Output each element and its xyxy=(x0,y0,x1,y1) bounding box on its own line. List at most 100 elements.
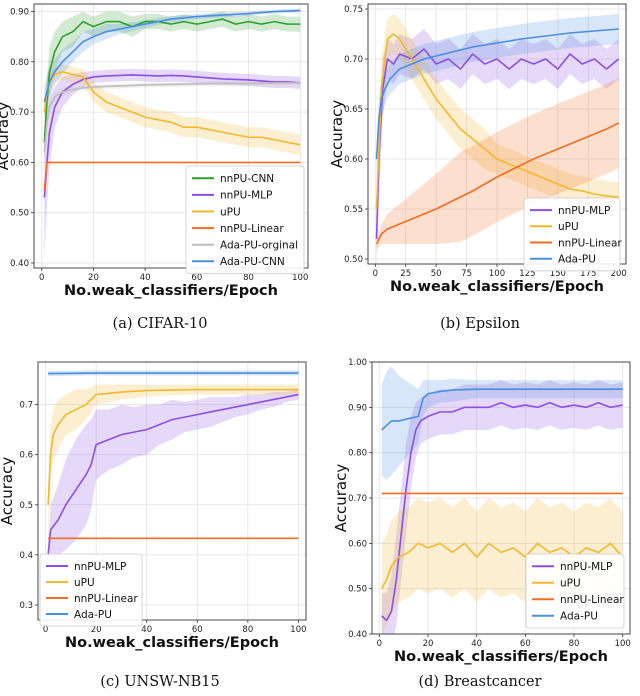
chart-svg-epsilon: 0 25 50 75 100 125 150 175 200 0.50 0.55 0.60 0.65 0.… xyxy=(328,3,627,295)
series-line-ada-pu xyxy=(381,388,623,431)
y-tick-label: 0.90 xyxy=(10,8,29,18)
y-tick-label: 0.7 xyxy=(19,401,33,411)
caption-epsilon: (b) Epsilon xyxy=(440,316,520,332)
series-line-nnpu-mlp xyxy=(381,401,623,622)
x-tick-label: 60 xyxy=(192,625,203,635)
x-tick-label: 80 xyxy=(242,625,253,635)
x-tick-label: 40 xyxy=(471,639,482,649)
legend-label-nnpu-mlp: nnPU-MLP xyxy=(560,561,612,573)
x-tick-label: 100 xyxy=(489,269,505,279)
y-tick-label: 0.40 xyxy=(348,630,367,640)
x-tick-label: 80 xyxy=(243,273,254,283)
x-tick-label: 40 xyxy=(140,273,151,283)
x-tick-label: 0 xyxy=(373,269,378,279)
x-tick-label: 80 xyxy=(569,639,580,649)
series-line-nnpu-linear xyxy=(43,161,301,191)
x-tick-label: 20 xyxy=(423,639,434,649)
caption-unsw: (c) UNSW-NB15 xyxy=(100,674,220,690)
caption-cifar: (a) CIFAR-10 xyxy=(112,316,208,332)
band-ada-pu-orginal xyxy=(44,80,301,163)
legend-label-nnpu-linear: nnPU-Linear xyxy=(560,594,624,606)
x-tick-label: 40 xyxy=(141,625,152,635)
series-line-nnpu-mlp xyxy=(43,74,301,198)
band-upu xyxy=(48,384,299,530)
legend-box-unsw xyxy=(39,553,143,627)
x-axis-label: No.weak_classifiers/Epoch xyxy=(64,283,278,299)
series-line-ada-pu-cnn xyxy=(43,9,301,103)
band-nnpu-mlp xyxy=(376,29,619,264)
chart-panel-epsilon: 0 25 50 75 100 125 150 175 200 0.50 0.55 0.60 0.65 0.… xyxy=(320,0,640,348)
legend-box-epsilon xyxy=(523,197,621,272)
x-axis-label: No.weak_classifiers/Epoch xyxy=(390,279,604,295)
band-upu xyxy=(381,498,623,634)
band-upu xyxy=(376,14,619,239)
x-tick-label: 100 xyxy=(292,273,308,283)
y-tick-label: 0.50 xyxy=(348,585,367,595)
x-tick-label: 20 xyxy=(91,625,102,635)
x-tick-label: 20 xyxy=(88,273,99,283)
x-tick-label: 60 xyxy=(520,639,531,649)
series-line-upu xyxy=(43,71,301,146)
y-tick-label: 0.3 xyxy=(19,601,33,611)
y-tick-label: 0.60 xyxy=(344,155,363,165)
series-line-nnpu-mlp xyxy=(47,393,299,555)
legend-label-upu: uPU xyxy=(560,578,581,590)
x-tick-label: 200 xyxy=(611,269,627,279)
y-tick-label: 0.50 xyxy=(344,255,363,265)
y-axis-label: Accuracy xyxy=(0,102,12,171)
x-tick-label: 100 xyxy=(615,639,631,649)
band-nnpu-mlp xyxy=(381,380,623,634)
legend-label-nnpu-linear: nnPU-Linear xyxy=(74,593,138,605)
x-tick-label: 125 xyxy=(519,269,535,279)
legend-box-breast xyxy=(525,553,625,629)
legend-label-nnpu-mlp: nnPU-MLP xyxy=(558,205,610,217)
series-group-unsw xyxy=(47,370,299,570)
y-tick-label: 0.70 xyxy=(10,108,29,118)
band-nnpu-linear xyxy=(376,78,619,249)
chart-panel-cifar: 0 20 40 60 80 100 0.40 0.50 0.60 0.70 0.80 0.90 No.w… xyxy=(0,0,320,348)
legend-label-nnpu-linear: nnPU-Linear xyxy=(558,237,622,249)
caption-breast: (d) Breastcancer xyxy=(418,674,542,690)
series-line-upu xyxy=(375,33,619,210)
series-line-ada-pu xyxy=(375,28,619,160)
legend-label-upu: uPU xyxy=(558,221,579,233)
y-tick-label: 0.90 xyxy=(348,403,367,413)
x-tick-label: 100 xyxy=(290,625,306,635)
x-axis-label: No.weak_classifiers/Epoch xyxy=(394,649,608,665)
x-tick-label: 0 xyxy=(377,639,382,649)
legend-label-ada-pu-cnn: Ada-PU-CNN xyxy=(220,256,285,268)
x-tick-label: 150 xyxy=(550,269,566,279)
band-nnpu-cnn xyxy=(44,11,301,163)
x-tick-label: 0 xyxy=(43,625,48,635)
plot-frame-unsw xyxy=(37,361,307,621)
y-tick-label: 1.00 xyxy=(348,358,367,368)
plot-area-breast xyxy=(372,361,630,635)
legend-box-cifar xyxy=(185,165,305,274)
band-ada-pu-cnn xyxy=(44,8,301,118)
legend-label-nnpu-linear: nnPU-Linear xyxy=(220,223,284,235)
chart-svg-cifar: 0 20 40 60 80 100 0.40 0.50 0.60 0.70 0.80 0.90 No.w… xyxy=(0,3,309,299)
series-line-nnpu-cnn xyxy=(43,18,301,143)
chart-svg-unsw: 0 20 40 60 80 100 0.3 0.4 0.5 0.6 0.7 No.weak_class… xyxy=(0,361,307,651)
y-tick-label: 0.60 xyxy=(10,158,29,168)
x-tick-label: 60 xyxy=(191,273,202,283)
y-tick-label: 0.40 xyxy=(10,259,29,269)
band-ada-pu xyxy=(381,366,623,480)
y-axis-label: Accuracy xyxy=(328,100,346,169)
legend-label-upu: uPU xyxy=(220,206,241,218)
band-upu xyxy=(44,64,301,155)
legend-label-ada-pu: Ada-PU xyxy=(74,609,112,621)
y-tick-label: 0.75 xyxy=(344,5,363,15)
chart-panel-unsw: 0 20 40 60 80 100 0.3 0.4 0.5 0.6 0.7 No.weak_class… xyxy=(0,348,320,696)
plot-frame-cifar xyxy=(33,3,309,269)
y-tick-label: 0.50 xyxy=(10,209,29,219)
x-tick-label: 50 xyxy=(431,269,442,279)
series-line-ada-pu xyxy=(48,372,299,375)
y-tick-label: 0.65 xyxy=(344,105,363,115)
y-tick-label: 0.80 xyxy=(348,449,367,459)
y-tick-label: 0.4 xyxy=(19,551,33,561)
y-tick-label: 0.70 xyxy=(348,494,367,504)
x-tick-label: 0 xyxy=(39,273,44,283)
y-tick-label: 0.55 xyxy=(344,205,363,215)
band-nnpu-mlp xyxy=(44,68,301,258)
